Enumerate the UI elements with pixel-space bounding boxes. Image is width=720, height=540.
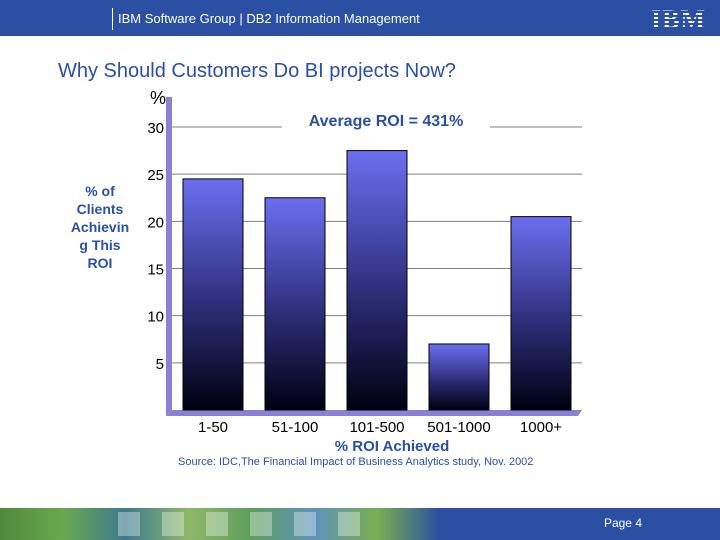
x-tick-label: 501-1000 [427,419,490,436]
y-unit-label: % [150,88,167,108]
y-axis-line [166,97,172,416]
footer-tile [294,512,316,536]
y-axis-label-line: % of [85,183,115,199]
x-tick-label: 101-500 [349,419,404,436]
y-tick-label: 25 [147,167,164,184]
footer-tile [250,512,272,536]
slide-title: Why Should Customers Do BI projects Now? [58,60,456,82]
average-roi-annotation: Average ROI = 431% [309,113,464,130]
slide-header: IBM Software Group | DB2 Information Man… [0,0,720,36]
y-axis-label: % of Clients Achievin g This ROI [60,182,140,272]
header-text: IBM Software Group | DB2 Information Man… [118,11,420,26]
y-axis-label-line: g This [79,237,121,253]
x-tick-label: 51-100 [272,419,319,436]
y-tick-label: 20 [147,214,164,231]
bar-101-500 [346,150,408,411]
y-tick-label: 10 [147,309,164,326]
x-axis-line [166,410,582,416]
y-tick-label: 15 [147,262,164,279]
footer-tile [118,512,140,536]
slide-footer: Page 4 [0,508,720,540]
y-axis-label-line: Achievin [70,219,130,235]
bar-1-50 [182,178,244,411]
page-number: Page 4 [603,516,642,530]
source-note: Source: IDC,The Financial Impact of Busi… [178,456,534,468]
x-tick-label: 1-50 [198,419,228,436]
footer-tile [162,512,184,536]
footer-tile [206,512,228,536]
footer-tile [338,512,360,536]
x-tick-label: 1000+ [520,419,562,436]
y-axis-label-line: ROI [87,255,113,271]
y-axis-label-line: Clients [76,201,124,217]
bar-51-100 [264,197,326,411]
header-separator [112,8,113,30]
ibm-logo: IBM [651,5,706,34]
y-tick-label: 5 [156,356,164,373]
bar-1000+ [510,216,572,411]
footer-image-strip [0,508,440,540]
x-axis-label: % ROI Achieved [334,438,450,455]
bar-501-1000 [428,343,490,411]
y-tick-label: 30 [147,120,164,137]
